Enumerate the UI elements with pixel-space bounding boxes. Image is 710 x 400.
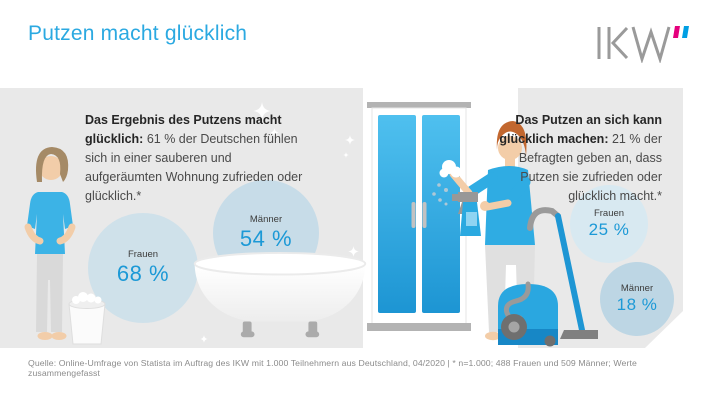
stat-lead-right: Das Putzen an sich kann glücklich machen… xyxy=(499,112,662,146)
spray-bottle-icon xyxy=(432,183,481,236)
bubble-value: 18 % xyxy=(616,295,658,314)
ikw-logo-icon xyxy=(597,26,689,63)
page-title: Putzen macht glücklich xyxy=(28,22,248,45)
sparkle-icon xyxy=(345,135,355,145)
source-note: Quelle: Online-Umfrage von Statista im A… xyxy=(28,358,637,378)
sparkle-icon xyxy=(253,102,271,120)
sparkle-icon xyxy=(270,128,279,137)
wardrobe-icon xyxy=(367,102,471,331)
stat-text-right: Das Putzen an sich kann glücklich machen… xyxy=(480,111,662,206)
bubble-label: Männer xyxy=(249,214,283,225)
sparkle-icon xyxy=(348,246,359,257)
bubble-result-frauen: Frauen 68 % xyxy=(88,213,198,323)
stat-lead-left: Das Ergebnis des Putzens macht glücklich… xyxy=(85,112,282,146)
bubble-value: 54 % xyxy=(239,226,293,251)
bubble-activity-frauen: Frauen 25 % xyxy=(570,185,648,263)
vacuum-icon xyxy=(498,207,598,347)
stat-text-left: Das Ergebnis des Putzens macht glücklich… xyxy=(85,111,307,206)
bucket-icon xyxy=(68,292,106,345)
stat-body-right: 21 % der Befragten geben an, dass Putzen… xyxy=(518,131,662,203)
bathtub-icon xyxy=(193,251,367,338)
bubble-label: Männer xyxy=(620,283,654,294)
sparkle-icon xyxy=(200,335,208,343)
bubble-value: 68 % xyxy=(116,261,170,286)
bubble-label: Frauen xyxy=(127,249,159,260)
sparkle-icon xyxy=(343,152,349,158)
stat-body-left: 61 % der Deutschen fühlen sich in einer … xyxy=(85,131,303,203)
bubble-label: Frauen xyxy=(593,208,625,219)
bubble-activity-maenner: Männer 18 % xyxy=(600,262,674,336)
woman-cleaning-icon xyxy=(24,147,76,340)
bubble-value: 25 % xyxy=(588,220,630,239)
